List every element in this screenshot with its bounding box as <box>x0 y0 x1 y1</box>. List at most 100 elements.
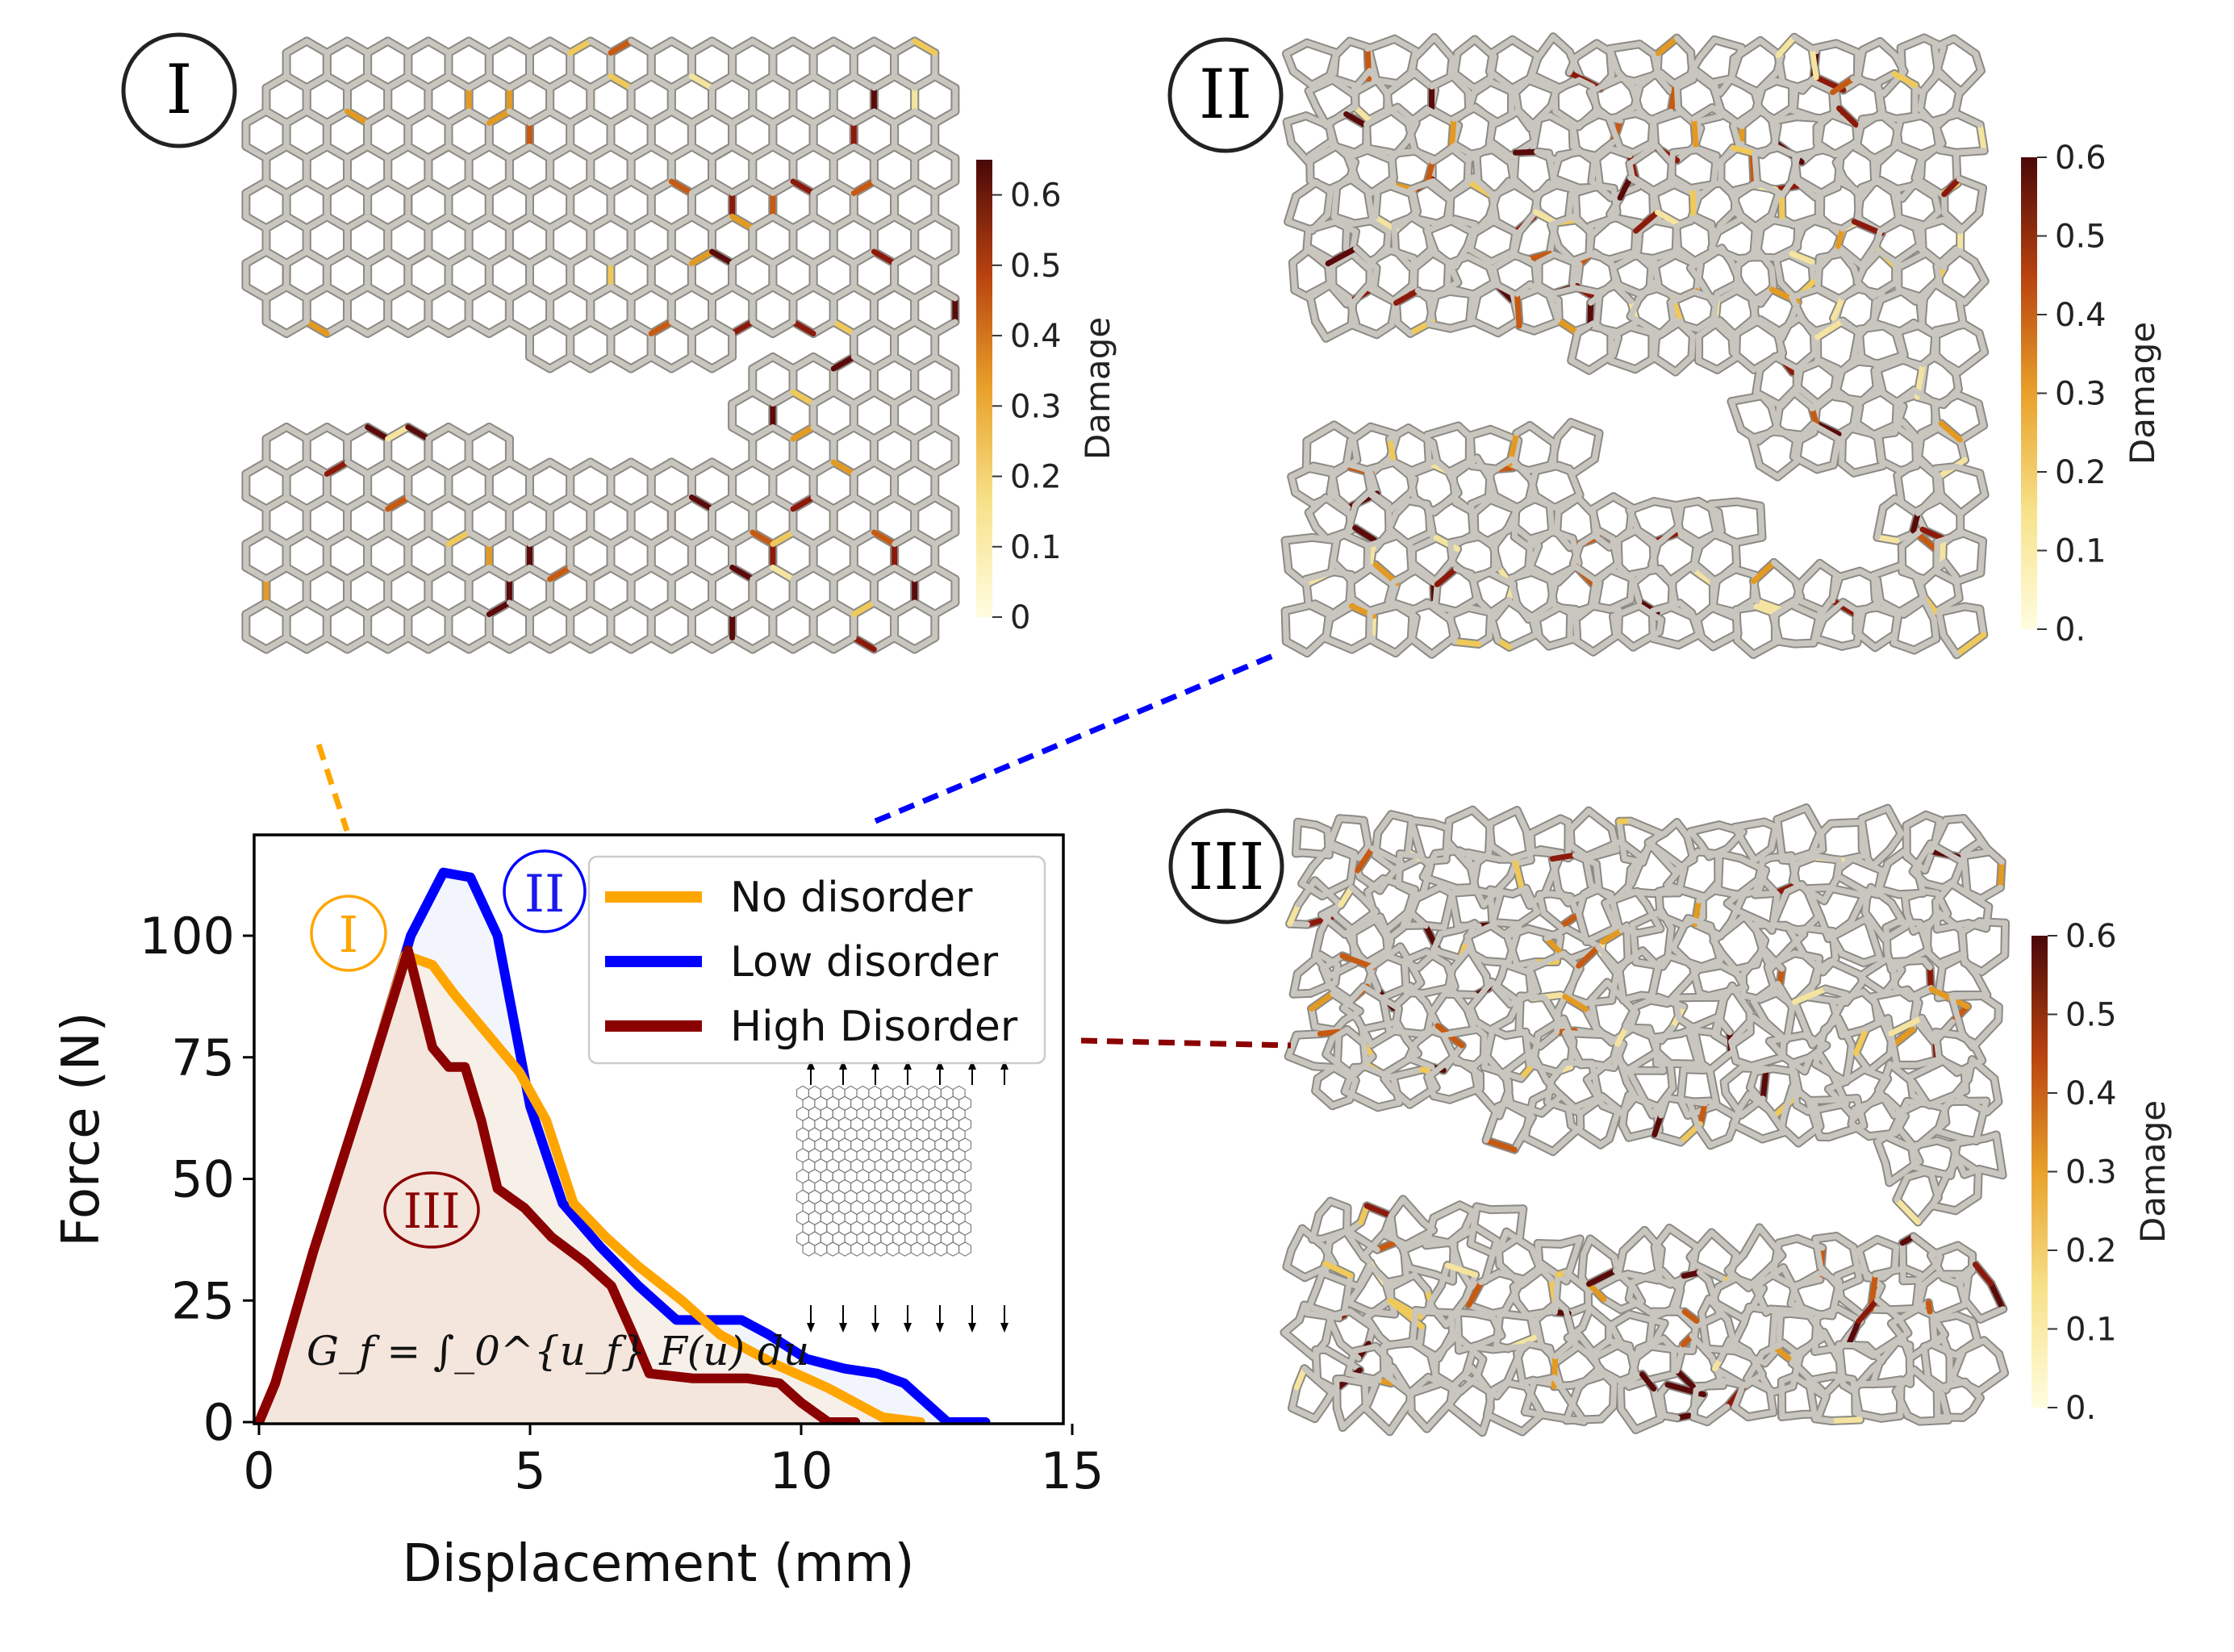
bond <box>1431 35 1455 61</box>
bond <box>1452 216 1478 228</box>
bond <box>892 599 918 617</box>
bond <box>770 319 796 336</box>
bond <box>547 635 574 653</box>
bond <box>486 38 512 56</box>
bond <box>1850 76 1881 88</box>
bond <box>365 214 391 232</box>
bond <box>303 494 330 512</box>
bond <box>1890 181 1919 194</box>
bond <box>729 424 756 442</box>
bond <box>1342 222 1351 252</box>
bond <box>709 144 736 161</box>
bond <box>1569 125 1576 150</box>
bond <box>850 38 877 56</box>
bond <box>466 319 492 336</box>
bond <box>1304 40 1339 56</box>
bond <box>466 248 492 266</box>
bond <box>830 529 857 547</box>
bond <box>850 599 877 617</box>
bond <box>1363 121 1371 153</box>
bond <box>263 248 290 266</box>
bond <box>283 635 310 653</box>
bond <box>1451 70 1477 91</box>
bond <box>1313 179 1334 195</box>
bond <box>405 424 432 442</box>
bond <box>1933 145 1960 156</box>
bond <box>1363 104 1401 127</box>
bond <box>912 73 938 91</box>
bond <box>527 354 553 372</box>
bond <box>1914 181 1938 200</box>
bond <box>1811 218 1847 233</box>
bond <box>486 529 512 547</box>
bond <box>1285 193 1299 225</box>
bond <box>1447 192 1454 223</box>
bond <box>263 424 290 442</box>
bond <box>445 73 472 91</box>
bond <box>850 319 877 336</box>
bond <box>324 494 350 512</box>
bond <box>810 354 837 372</box>
bond <box>810 73 837 91</box>
bond <box>1384 69 1418 96</box>
bond <box>567 214 594 232</box>
bond <box>932 459 958 477</box>
bond <box>912 214 938 232</box>
bond <box>628 38 654 56</box>
bond <box>790 248 816 266</box>
bond <box>790 73 816 91</box>
bond <box>1739 108 1763 130</box>
bond <box>1346 174 1371 194</box>
bond <box>1793 114 1825 122</box>
bond <box>1718 180 1735 197</box>
bond <box>1835 243 1864 269</box>
bond <box>871 73 898 91</box>
bond <box>547 354 574 372</box>
bond <box>445 319 472 336</box>
bond <box>850 284 877 302</box>
bond <box>1566 191 1575 218</box>
bond <box>668 319 695 336</box>
bond <box>1430 142 1459 165</box>
bond <box>1352 68 1373 91</box>
bond <box>688 214 715 232</box>
bond <box>1576 148 1599 159</box>
bond <box>1429 73 1456 90</box>
bond <box>1305 76 1338 94</box>
bond <box>750 248 776 266</box>
bond <box>1627 175 1657 196</box>
bond <box>344 108 371 126</box>
bond <box>770 284 796 302</box>
bond <box>1941 210 1965 232</box>
bond <box>932 424 958 442</box>
bond <box>1388 151 1397 188</box>
bond <box>830 178 857 196</box>
bond <box>1572 40 1600 60</box>
bond <box>1612 215 1643 226</box>
bond <box>790 599 816 617</box>
bond <box>466 284 492 302</box>
bond <box>1505 178 1540 202</box>
bond <box>486 599 512 617</box>
bond <box>871 319 898 336</box>
bond <box>688 529 715 547</box>
bond <box>1973 51 1984 74</box>
bond <box>892 494 918 512</box>
bond <box>445 565 472 582</box>
bond <box>1858 177 1884 191</box>
bond <box>1957 68 1984 96</box>
bond <box>405 319 432 336</box>
bond <box>283 599 310 617</box>
bond <box>445 144 472 161</box>
bond <box>912 144 938 161</box>
bond <box>1858 245 1877 269</box>
bond <box>324 529 350 547</box>
bond <box>303 635 330 653</box>
bond <box>1917 88 1927 112</box>
bond <box>486 494 512 512</box>
bond <box>486 178 512 196</box>
bond <box>1718 144 1736 165</box>
bond <box>324 459 350 477</box>
bond <box>486 284 512 302</box>
bond <box>1833 40 1861 56</box>
